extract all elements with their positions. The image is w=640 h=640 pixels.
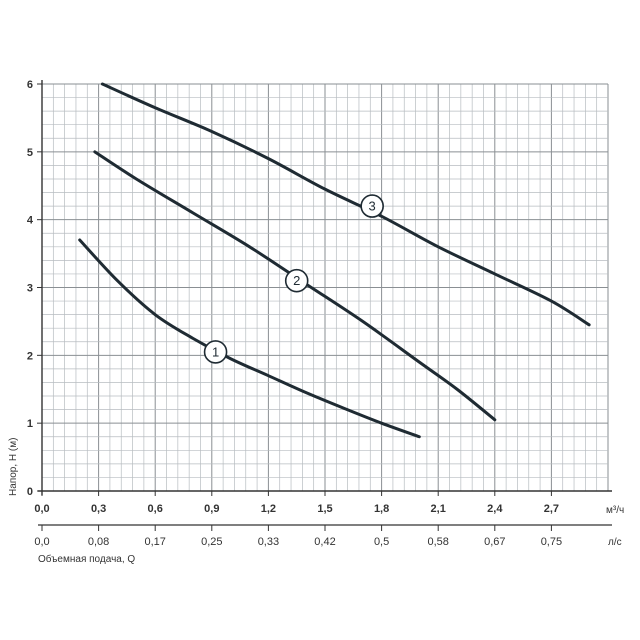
curve-1-marker bbox=[203, 340, 228, 364]
x-tick-label: 1,2 bbox=[261, 503, 276, 515]
x2-tick-label: 0,33 bbox=[258, 536, 279, 548]
grid bbox=[41, 83, 609, 492]
x-tick-label: 2,1 bbox=[431, 503, 446, 515]
x2-tick-label: 0,0 bbox=[34, 536, 49, 548]
y-axis-title: Напор, Н (м) bbox=[8, 438, 19, 496]
y-tick-label: 6 bbox=[27, 79, 33, 91]
x-tick-label: 2,4 bbox=[487, 503, 503, 515]
y-tick-label: 4 bbox=[27, 215, 34, 227]
x2-tick-label: 0,17 bbox=[144, 536, 165, 548]
x-tick-label: 1,8 bbox=[374, 503, 389, 515]
y-tick-label: 5 bbox=[27, 147, 33, 159]
x2-tick-label: 0,08 bbox=[88, 536, 109, 548]
x2-unit-label: л/с bbox=[608, 537, 622, 548]
curve-3-line bbox=[100, 82, 591, 327]
tick-labels: 0 1 2 3 4 5 6 0,0 0,3 0,6 0,9 1,2 1,5 1,8 2,1 2,4 2,7 0,0… bbox=[27, 79, 562, 548]
curve-3-label: 3 bbox=[369, 199, 376, 214]
x-tick-label: 0,3 bbox=[91, 503, 106, 515]
curve-3-marker bbox=[360, 194, 384, 218]
curve-markers: 1 2 3 bbox=[203, 194, 384, 364]
x-axis-title: Объемная подача, Q bbox=[38, 553, 135, 565]
x2-tick-label: 0,75 bbox=[541, 536, 562, 548]
x2-tick-label: 0,67 bbox=[484, 536, 505, 548]
x-unit-label: м³/ч bbox=[606, 505, 624, 516]
curve-2-label: 2 bbox=[293, 273, 300, 288]
y-tick-label: 2 bbox=[27, 350, 33, 362]
x2-tick-label: 0,25 bbox=[201, 536, 222, 548]
y-tick-label: 0 bbox=[27, 486, 33, 498]
curve-1-label: 1 bbox=[212, 344, 219, 359]
curve-2-marker bbox=[284, 268, 309, 293]
curve-1-line bbox=[78, 238, 421, 439]
x2-tick-label: 0,5 bbox=[374, 536, 389, 548]
y-tick-label: 1 bbox=[27, 418, 33, 430]
x-tick-label: 0,9 bbox=[204, 503, 219, 515]
x-tick-label: 0,6 bbox=[148, 503, 163, 515]
y-tick-label: 3 bbox=[27, 283, 33, 295]
x-tick-label: 1,5 bbox=[317, 503, 332, 515]
x-tick-label: 2,7 bbox=[544, 503, 559, 515]
x-tick-label: 0,0 bbox=[34, 503, 49, 515]
x2-tick-label: 0,42 bbox=[314, 536, 335, 548]
x2-tick-label: 0,58 bbox=[427, 536, 448, 548]
